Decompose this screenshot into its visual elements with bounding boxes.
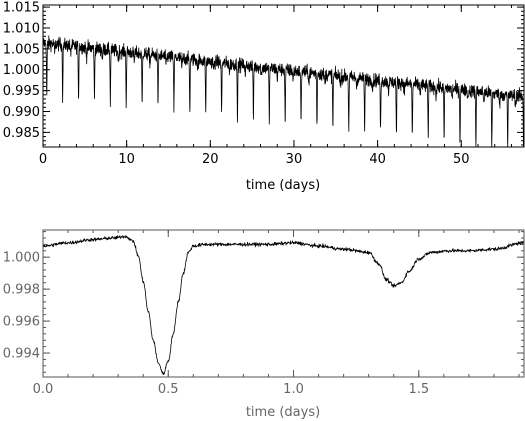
top-x-tick-label: 40 [369, 152, 386, 167]
top-y-tick-label: 0.990 [3, 105, 40, 120]
bottom-plot-frame [42, 229, 525, 378]
bottom-x-tick-label: 1.5 [408, 382, 429, 397]
bottom-x-axis: 0.0 0.5 1.0 1.5 [33, 230, 520, 397]
bottom-y-tick-label: 1.000 [3, 251, 40, 266]
top-y-tick-label: 1.015 [3, 1, 40, 16]
bottom-series-line [43, 235, 524, 375]
bottom-y-tick-label: 0.996 [3, 315, 40, 330]
bottom-panel: 0.0 0.5 1.0 1.5 0.994 0.996 0.998 1.000 time (… [3, 229, 525, 420]
top-x-tick-label: 10 [118, 152, 135, 167]
bottom-series-group [43, 235, 524, 375]
top-y-tick-label: 1.010 [3, 21, 40, 36]
bottom-x-tick-label: 1.0 [283, 382, 304, 397]
top-x-tick-label: 20 [202, 152, 219, 167]
bottom-y-tick-label: 0.994 [3, 347, 40, 362]
top-series-line [43, 35, 524, 147]
top-x-axis: 0 10 20 30 40 50 [39, 5, 512, 167]
top-plot-frame [42, 4, 525, 148]
bottom-x-tick-label: 0.5 [158, 382, 179, 397]
top-y-tick-label: 0.985 [3, 126, 40, 141]
top-x-tick-label: 50 [453, 152, 470, 167]
bottom-y-tick-label: 0.998 [3, 283, 40, 298]
top-panel: 0 10 20 30 40 50 0.985 0.990 0.995 1.000 1.005 1.0… [3, 1, 525, 193]
bottom-y-axis: 0.994 0.996 0.998 1.000 [3, 231, 524, 373]
top-x-tick-label: 30 [286, 152, 303, 167]
top-y-axis: 0.985 0.990 0.995 1.000 1.005 1.010 1.015 [3, 1, 524, 146]
top-series-group [43, 35, 524, 147]
bottom-x-tick-label: 0.0 [33, 382, 54, 397]
top-y-tick-label: 1.005 [3, 42, 40, 57]
bottom-x-axis-label: time (days) [246, 405, 320, 420]
top-y-tick-label: 0.995 [3, 84, 40, 99]
top-x-axis-label: time (days) [246, 178, 320, 193]
top-y-tick-label: 1.000 [3, 63, 40, 78]
top-x-tick-label: 0 [39, 152, 47, 167]
